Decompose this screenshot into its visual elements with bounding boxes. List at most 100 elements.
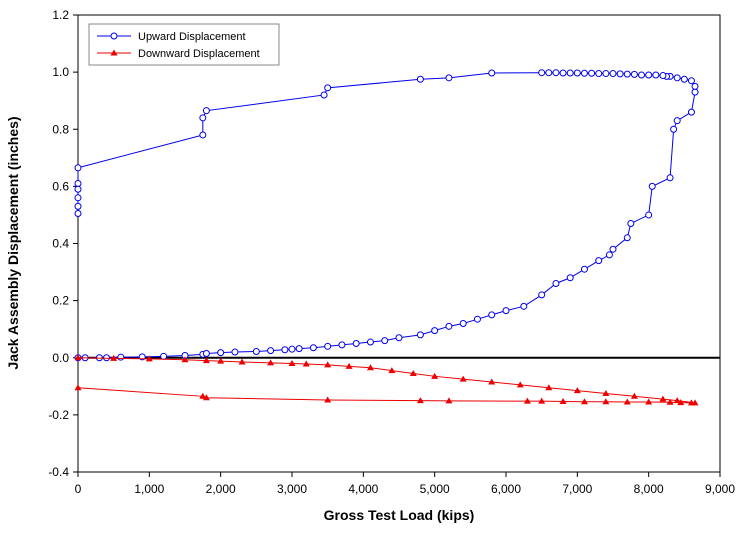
data-point-downward <box>145 355 153 362</box>
data-point-upward <box>659 72 667 80</box>
data-point-upward <box>366 338 374 346</box>
y-tick-label: 1.0 <box>52 65 69 79</box>
data-point-downward <box>659 395 667 402</box>
data-point-upward <box>645 211 653 219</box>
y-tick-label: 0.4 <box>52 237 69 251</box>
y-tick-label: 0.0 <box>52 351 69 365</box>
data-point-downward <box>202 357 210 364</box>
x-tick-label: 2,000 <box>206 482 236 496</box>
series-group <box>74 69 699 406</box>
data-point-downward <box>110 354 118 361</box>
y-tick-label: 0.6 <box>52 179 69 193</box>
data-point-downward <box>559 397 567 404</box>
data-point-upward <box>117 353 125 361</box>
data-point-upward <box>199 131 207 139</box>
data-point-upward <box>352 339 360 347</box>
data-point-upward <box>627 220 635 228</box>
y-tick-label: -0.2 <box>48 408 69 422</box>
y-tick-label: 0.2 <box>52 294 69 308</box>
x-tick-label: 1,000 <box>134 482 164 496</box>
data-point-downward <box>523 397 531 404</box>
data-point-downward <box>416 397 424 404</box>
data-point-upward <box>538 291 546 299</box>
data-point-downward <box>545 384 553 391</box>
y-axis-title: Jack Assembly Displacement (inches) <box>5 116 21 369</box>
data-point-upward <box>488 311 496 319</box>
data-point-upward <box>609 70 617 78</box>
x-tick-label: 7,000 <box>562 482 592 496</box>
data-point-upward <box>416 331 424 339</box>
x-axis-ticks: 0 1,000 2,000 3,000 4,000 5,000 6,000 7,000 8,00… <box>75 472 735 496</box>
data-point-downward <box>431 372 439 379</box>
data-point-upward <box>381 337 389 345</box>
data-point-upward <box>74 210 82 218</box>
data-point-upward <box>217 349 225 357</box>
data-point-downward <box>580 398 588 405</box>
data-point-upward <box>652 71 660 79</box>
data-point-upward <box>324 84 332 92</box>
data-point-upward <box>588 69 596 77</box>
data-point-downward <box>324 396 332 403</box>
data-point-upward <box>595 70 603 78</box>
data-point-upward <box>288 345 296 353</box>
data-point-upward <box>666 174 674 182</box>
data-point-downward <box>459 375 467 382</box>
data-point-upward <box>605 251 613 259</box>
y-tick-label: 0.8 <box>52 122 69 136</box>
legend-downward-marker <box>110 49 118 56</box>
data-point-upward <box>645 71 653 79</box>
data-point-upward <box>623 234 631 242</box>
data-point-downward <box>573 387 581 394</box>
data-point-upward <box>202 107 210 115</box>
data-point-upward <box>691 82 699 90</box>
data-point-upward <box>231 348 239 356</box>
data-point-upward <box>295 345 303 353</box>
data-point-upward <box>199 114 207 122</box>
data-point-upward <box>559 69 567 77</box>
data-point-upward <box>502 307 510 315</box>
data-point-upward <box>395 334 403 342</box>
y-tick-label: 1.2 <box>52 8 69 22</box>
data-point-upward <box>623 70 631 78</box>
data-point-upward <box>691 88 699 96</box>
data-point-upward <box>416 75 424 83</box>
data-point-downward <box>345 362 353 369</box>
data-point-upward <box>609 245 617 253</box>
legend-upward-label: Upward Displacement <box>138 31 246 43</box>
data-point-upward <box>566 69 574 77</box>
data-point-upward <box>687 77 695 85</box>
data-point-downward <box>666 398 674 405</box>
data-point-upward <box>595 257 603 265</box>
data-point-upward <box>538 69 546 77</box>
data-point-upward <box>445 74 453 82</box>
data-point-upward <box>74 202 82 210</box>
data-point-upward <box>552 279 560 287</box>
data-point-downward <box>199 392 207 399</box>
data-point-downward <box>687 399 695 406</box>
data-point-downward <box>445 397 453 404</box>
data-point-downward <box>645 398 653 405</box>
data-point-upward <box>74 194 82 202</box>
legend-box <box>88 23 280 66</box>
data-point-downward <box>217 357 225 364</box>
data-point-upward <box>552 69 560 77</box>
data-point-upward <box>680 75 688 83</box>
data-point-upward <box>670 125 678 133</box>
x-tick-label: 8,000 <box>634 482 664 496</box>
data-point-downward <box>267 359 275 366</box>
data-point-upward <box>638 71 646 79</box>
data-point-upward <box>324 342 332 350</box>
data-point-upward <box>74 180 82 188</box>
data-point-upward <box>648 182 656 190</box>
data-point-upward <box>74 185 82 193</box>
data-point-downward <box>516 381 524 388</box>
data-point-upward <box>445 322 453 330</box>
data-point-upward <box>281 346 289 354</box>
legend: Upward Displacement Downward Displacemen… <box>88 23 280 66</box>
data-point-upward <box>580 265 588 273</box>
data-point-downward <box>74 384 82 391</box>
data-point-downward <box>366 364 374 371</box>
x-tick-label: 0 <box>75 482 82 496</box>
data-point-upward <box>488 69 496 77</box>
